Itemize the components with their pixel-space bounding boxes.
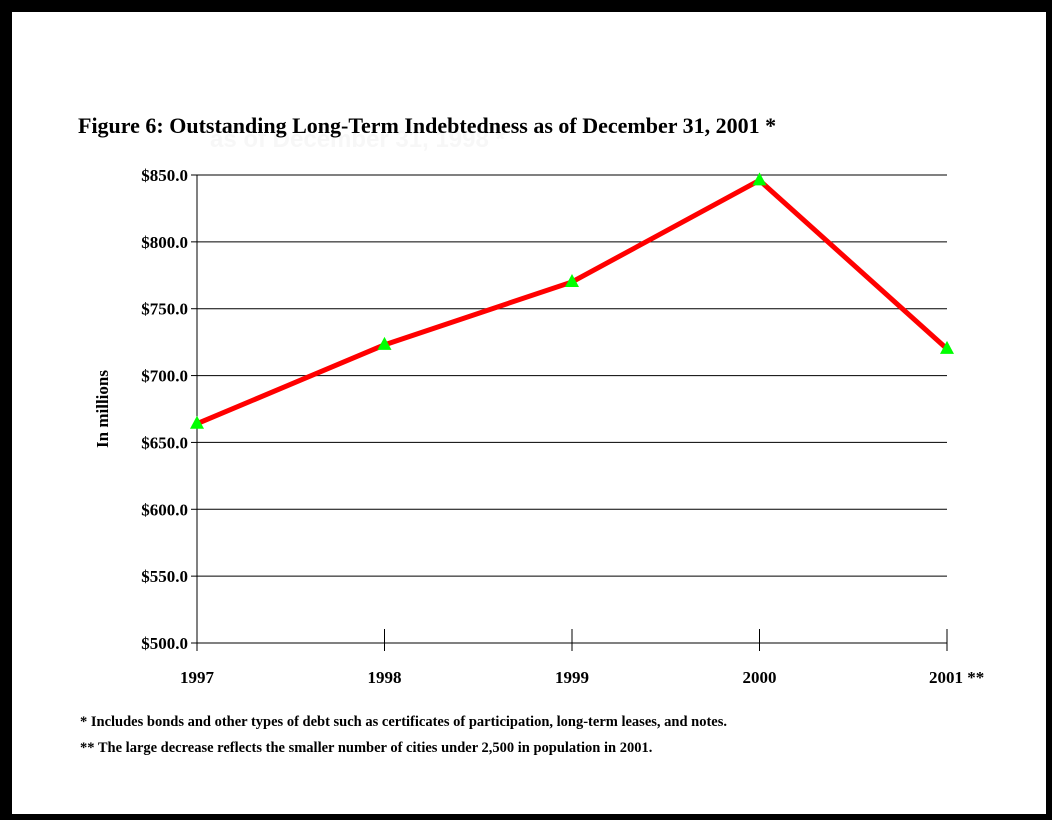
y-tick-label: $850.0	[141, 166, 188, 185]
y-tick-label: $700.0	[141, 367, 188, 386]
data-point	[190, 415, 204, 429]
y-tick-label: $750.0	[141, 300, 188, 319]
chart-title: Figure 6: Outstanding Long-Term Indebted…	[78, 113, 777, 138]
footnote-2: ** The large decrease reflects the small…	[80, 740, 653, 756]
x-tick-label: 2000	[743, 668, 777, 687]
x-tick-label: 1998	[368, 668, 402, 687]
ghost-subtitle: as of December 31, 1998 *	[210, 126, 505, 153]
data-point	[940, 340, 954, 354]
y-tick-label: $800.0	[141, 233, 188, 252]
y-tick-label: $550.0	[141, 567, 188, 586]
footnote-1: * Includes bonds and other types of debt…	[80, 714, 727, 730]
data-point	[565, 273, 579, 287]
y-tick-label: $500.0	[141, 634, 188, 653]
series-line	[196, 177, 949, 427]
data-point	[752, 172, 767, 186]
y-axis-title: In millions	[93, 370, 112, 448]
data-point	[377, 336, 392, 350]
x-tick-label: 1997	[180, 668, 215, 687]
x-tick-label: 2001 **	[929, 668, 984, 687]
x-tick-label: 1999	[555, 668, 589, 687]
y-tick-label: $650.0	[141, 433, 188, 452]
y-tick-label: $600.0	[141, 500, 188, 519]
